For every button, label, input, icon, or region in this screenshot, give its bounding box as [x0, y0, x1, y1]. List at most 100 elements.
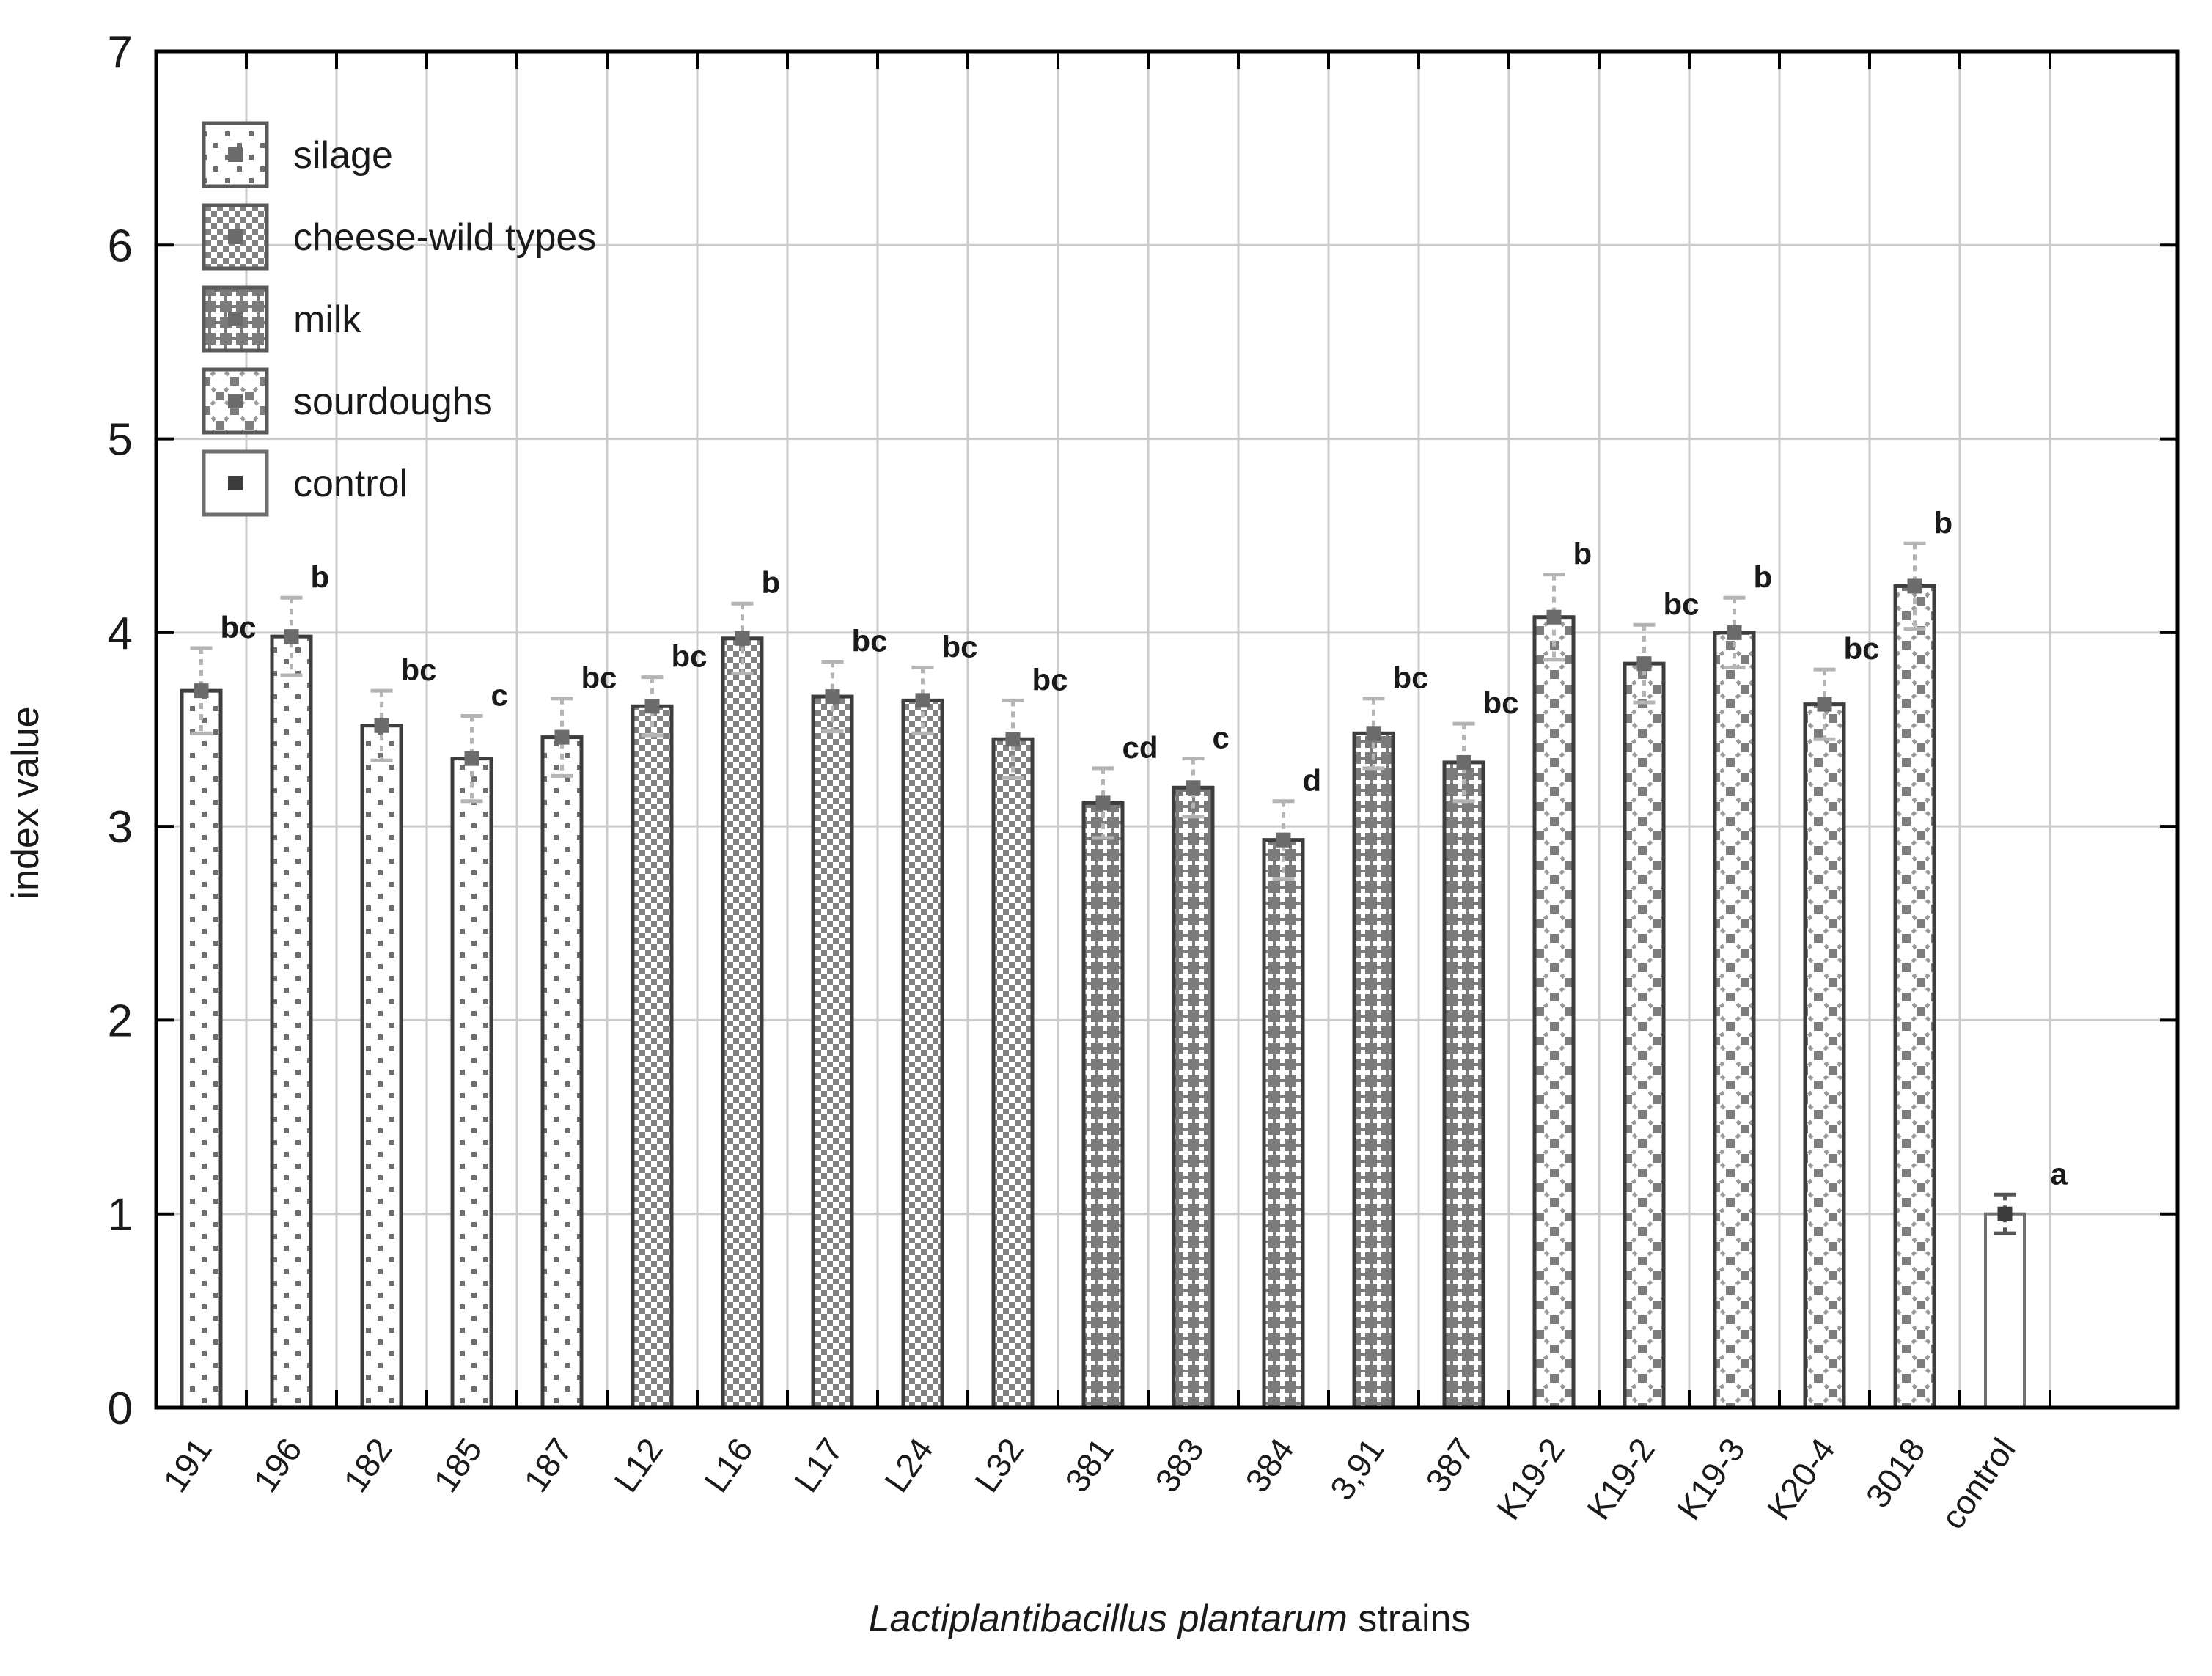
bar-L16 — [721, 636, 764, 1410]
mean-marker — [1005, 732, 1021, 747]
bar-384 — [1262, 838, 1305, 1410]
legend-marker-icon — [228, 476, 243, 490]
x-tick-label-387: 387 — [1418, 1431, 1482, 1499]
bar-K19-2 — [1623, 661, 1666, 1410]
x-tick-label-187: 187 — [516, 1431, 580, 1499]
x-tick-label-196: 196 — [246, 1431, 309, 1499]
mean-marker — [1907, 578, 1922, 594]
bar-K19-3 — [1713, 631, 1756, 1410]
bar-187 — [540, 735, 584, 1410]
bar-387 — [1442, 760, 1485, 1410]
bar-L12 — [631, 704, 674, 1410]
y-tick-label: 2 — [108, 996, 133, 1046]
bar-185 — [450, 757, 493, 1410]
mean-marker — [735, 631, 750, 646]
legend-label: control — [293, 463, 408, 505]
x-tick-label-191: 191 — [155, 1431, 219, 1499]
sig-letter: bc — [942, 629, 978, 664]
sig-letter: bc — [581, 661, 617, 695]
legend: silage cheese-wild types milk sourdoughs con… — [202, 121, 596, 517]
legend-marker-icon — [228, 147, 243, 162]
bar-182 — [360, 724, 403, 1410]
bar-L17 — [811, 694, 854, 1410]
sig-letter: b — [311, 559, 330, 594]
bar-196 — [270, 634, 313, 1410]
sig-letter: b — [1934, 505, 1953, 540]
sig-letter: bc — [1032, 662, 1068, 697]
bar-383 — [1172, 785, 1215, 1410]
y-axis-title: index value — [4, 706, 47, 899]
mean-marker — [194, 683, 209, 699]
mean-marker — [644, 699, 660, 714]
bar-K19-2 — [1532, 615, 1576, 1410]
x-tick-label-383: 383 — [1147, 1431, 1211, 1499]
sig-letter: cd — [1122, 730, 1158, 765]
mean-marker — [374, 718, 389, 733]
mean-marker — [1727, 625, 1742, 640]
mean-marker — [1276, 832, 1291, 848]
y-tick-labels: 0 1 2 3 4 5 6 7 — [108, 27, 133, 1434]
sig-letter: b — [762, 565, 781, 600]
x-tick-label-control: control — [1933, 1431, 2023, 1536]
legend-label: silage — [293, 134, 393, 177]
legend-item-control: control — [202, 449, 408, 517]
legend-marker-icon — [228, 312, 243, 326]
mean-marker — [1456, 754, 1471, 770]
sig-letter: bc — [221, 610, 257, 644]
error-bars — [190, 541, 2016, 1235]
x-tick-label-K19-2: K19-2 — [1579, 1431, 1662, 1526]
sig-letter: bc — [672, 639, 708, 674]
bars — [180, 584, 2026, 1410]
x-tick-label-3018: 3018 — [1858, 1431, 1932, 1515]
mean-marker — [1997, 1206, 2013, 1221]
x-tick-label-L24: L24 — [877, 1431, 941, 1499]
y-tick-label: 5 — [108, 415, 133, 466]
sig-letter: bc — [1393, 661, 1429, 695]
bar-3018 — [1893, 584, 1936, 1410]
y-tick-label: 1 — [108, 1190, 133, 1241]
legend-label: sourdoughs — [293, 381, 493, 423]
x-tick-label-K19-2: K19-2 — [1489, 1431, 1572, 1526]
sig-letter: c — [491, 678, 508, 713]
sig-letter: d — [1303, 763, 1322, 798]
mean-marker — [915, 693, 930, 708]
mean-marker — [1546, 609, 1562, 625]
mean-marker — [1366, 726, 1381, 741]
y-tick-label: 4 — [108, 609, 133, 659]
x-tick-label-L12: L12 — [606, 1431, 670, 1499]
y-tick-label: 0 — [108, 1383, 133, 1434]
x-axis-title: Lactiplantibacillus plantarum strains — [869, 1598, 1471, 1640]
x-tick-label-3,91: 3,91 — [1323, 1431, 1392, 1507]
sig-letter: bc — [401, 653, 437, 687]
x-tick-label-L32: L32 — [967, 1431, 1031, 1499]
sig-letter: bc — [1483, 686, 1519, 720]
mean-marker — [1817, 697, 1832, 712]
bar-L24 — [901, 698, 944, 1410]
mean-marker — [554, 729, 570, 745]
mean-marker — [284, 629, 299, 644]
legend-item-milk: milk — [202, 285, 361, 353]
legend-label: milk — [293, 298, 361, 341]
sig-letter: bc — [1844, 631, 1880, 666]
bar-3,91 — [1352, 731, 1395, 1410]
x-tick-label-L16: L16 — [697, 1431, 760, 1499]
y-tick-label: 7 — [108, 27, 133, 78]
legend-item-sourdough: sourdoughs — [202, 367, 493, 435]
mean-marker — [1636, 656, 1652, 672]
mean-marker — [1095, 795, 1111, 811]
bar-191 — [180, 688, 223, 1410]
x-axis-title-suffix: strains — [1348, 1598, 1471, 1640]
x-tick-labels: 191 196 182 185 187 L12 L16 L17 L24 L32 381 383 384 3… — [155, 1431, 2023, 1536]
bar-L32 — [991, 737, 1035, 1410]
sig-letter: b — [1754, 559, 1773, 594]
bar-control — [1984, 1212, 2026, 1409]
mean-marker — [825, 689, 840, 705]
x-tick-label-L17: L17 — [787, 1431, 850, 1499]
x-tick-label-384: 384 — [1238, 1431, 1301, 1499]
x-tick-label-K20-4: K20-4 — [1760, 1431, 1842, 1526]
bar-381 — [1081, 801, 1125, 1410]
mean-marker — [1186, 780, 1201, 795]
legend-item-silage: silage — [202, 121, 393, 188]
